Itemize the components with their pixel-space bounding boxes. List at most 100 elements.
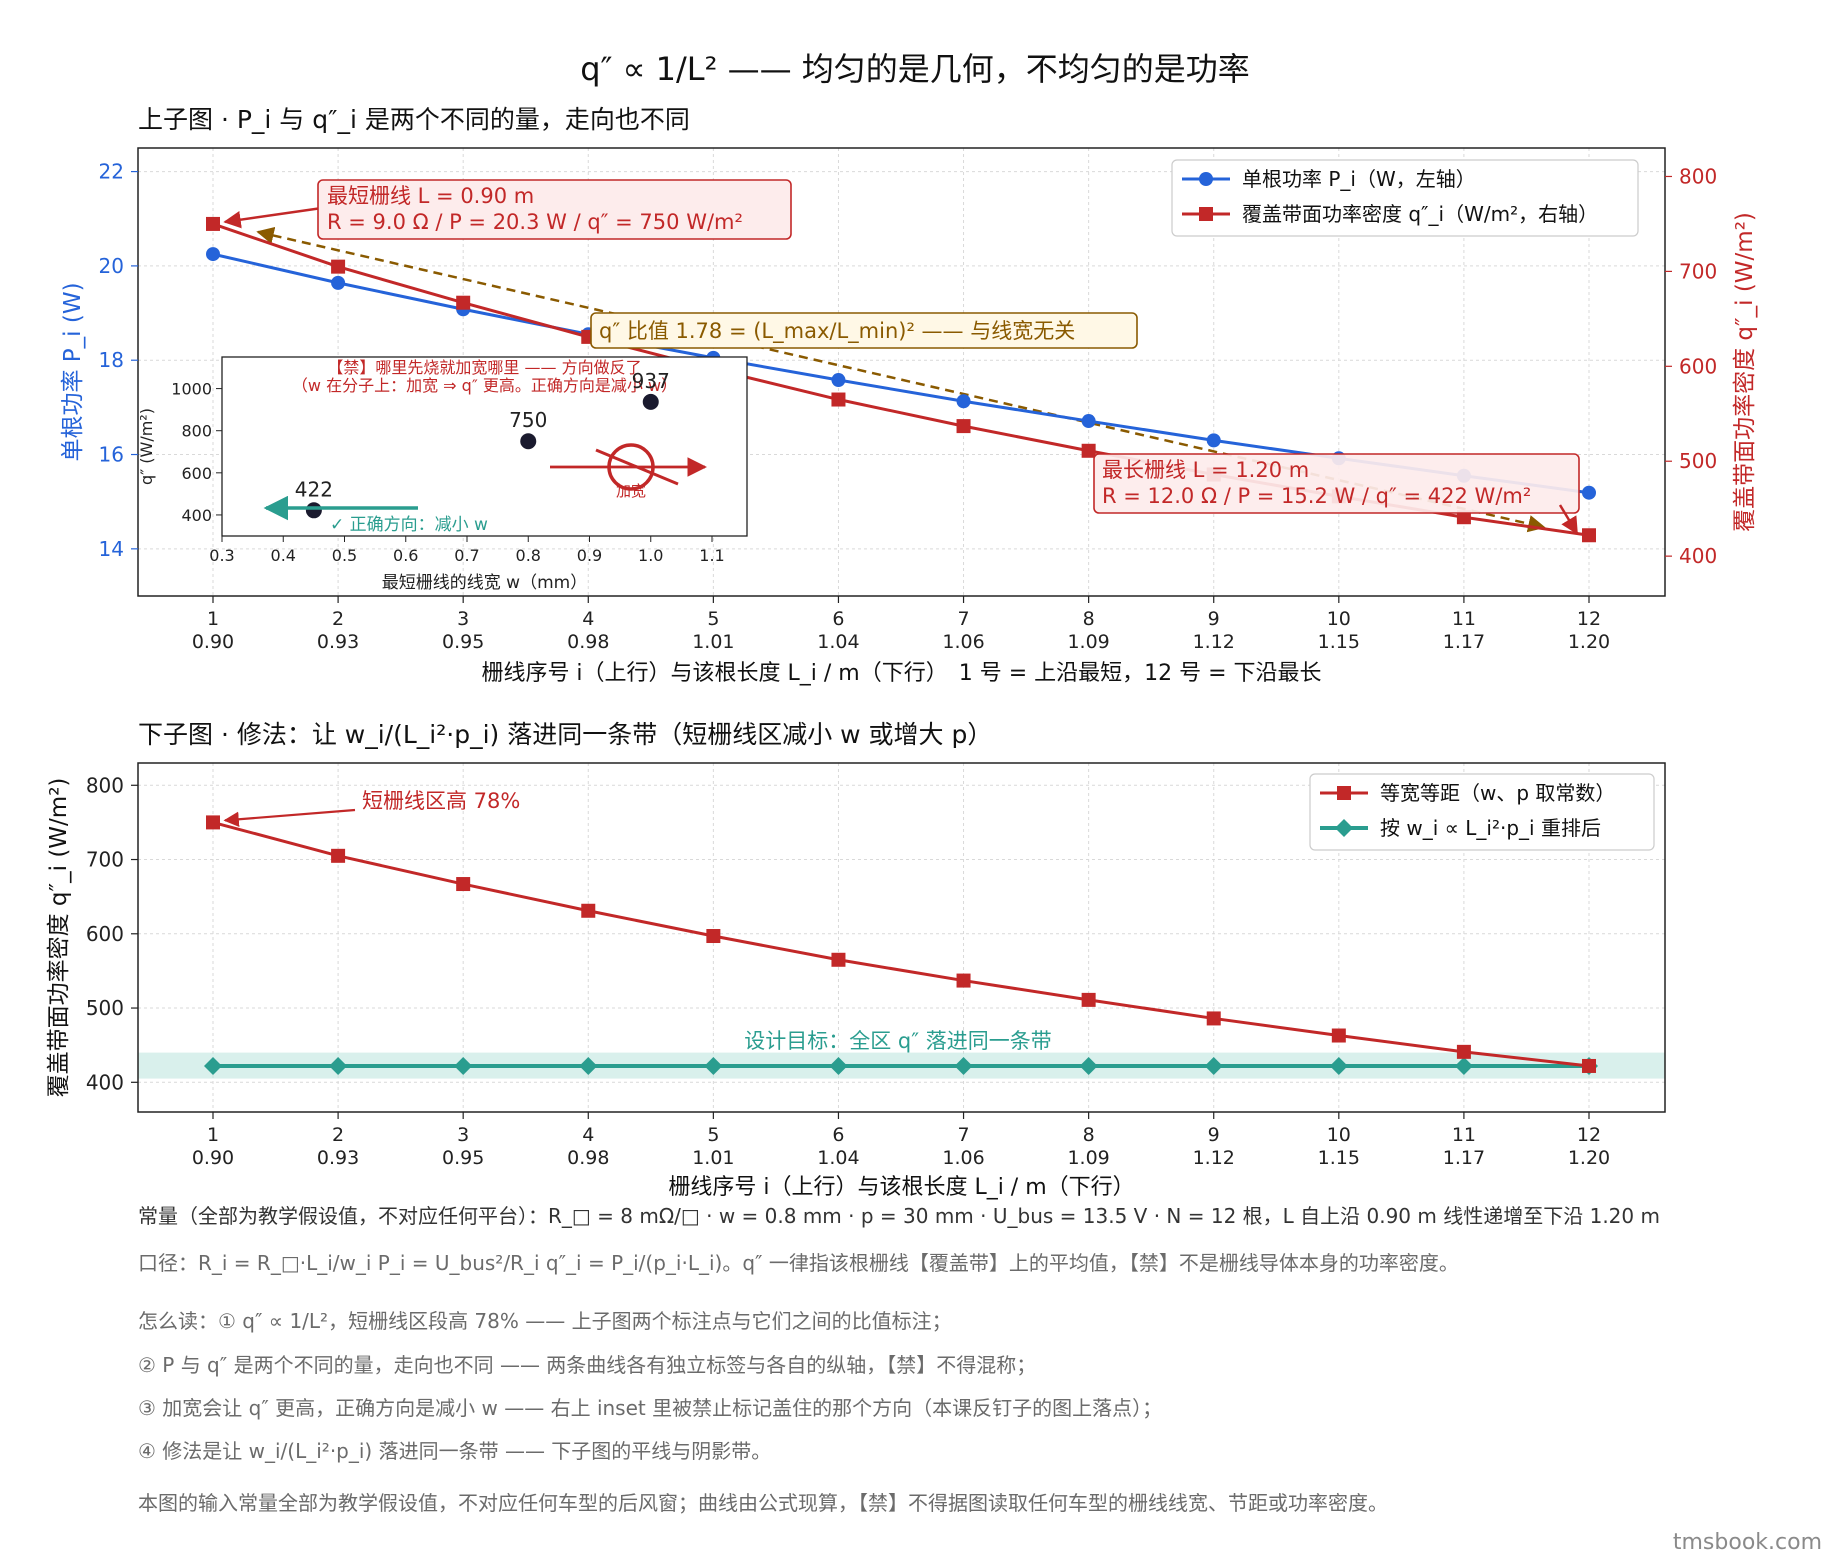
- inset-y-tick-label: 1000: [171, 380, 212, 399]
- bottom-y-axis-label: 覆盖带面功率密度 q″_i (W/m²): [46, 778, 72, 1098]
- bottom-y-tick-label: 500: [86, 996, 124, 1020]
- bottom-plot-frame: [137, 762, 1666, 1113]
- top-x-tick-label: 8: [1083, 608, 1095, 630]
- bottom-x-tick-label: 2: [332, 1124, 344, 1146]
- note-read-3: ③ 加宽会让 q″ 更高，正确方向是减小 w —— 右上 inset 里被禁止标…: [138, 1396, 1163, 1420]
- bottom-x-tick-label: 6: [832, 1124, 844, 1146]
- bottom-x-tick-label: 4: [582, 1124, 594, 1146]
- ratio-annotation-text: q″ 比值 1.78 = (L_max/L_min)² —— 与线宽无关: [599, 319, 1075, 344]
- uniform-series-point: [331, 848, 346, 863]
- top-x-tick-label: 11: [1452, 608, 1476, 630]
- bottom-legend-uniform-marker: [1337, 786, 1351, 800]
- top-x-tick-sublabel: 0.95: [442, 631, 484, 653]
- rearranged-series-point: [829, 1056, 848, 1075]
- density-series-point: [1081, 443, 1096, 458]
- inset-point: [642, 393, 659, 410]
- top-x-tick-sublabel: 1.01: [692, 631, 734, 653]
- forbidden-slash: [595, 448, 679, 486]
- short-annotation-line1: 最短栅线 L = 0.90 m: [327, 184, 534, 208]
- top-x-tick-sublabel: 1.20: [1568, 631, 1610, 653]
- bottom-x-tick-sublabel: 1.12: [1193, 1147, 1235, 1169]
- note-read-4: ④ 修法是让 w_i/(L_i²·p_i) 落进同一条带 —— 下子图的平线与阴…: [138, 1439, 772, 1463]
- power-series-point: [206, 247, 220, 262]
- power-series-point: [831, 373, 846, 388]
- top-x-tick-sublabel: 1.15: [1318, 631, 1360, 653]
- bottom-x-tick-label: 3: [457, 1124, 469, 1146]
- bottom-subtitle: 下子图 · 修法：让 w_i/(L_i²·p_i) 落进同一条带（短栅线区减小 …: [138, 720, 993, 749]
- inset-x-tick-label: 0.9: [577, 546, 602, 565]
- bottom-legend-box: [1309, 773, 1655, 851]
- top-x-tick-sublabel: 1.17: [1443, 631, 1485, 653]
- top-legend-density-marker: [1199, 207, 1213, 221]
- inset-y-axis-label: q″ (W/m²): [137, 408, 156, 485]
- top-x-tick-sublabel: 1.12: [1193, 631, 1235, 653]
- long-annotation-arrow: [1558, 504, 1579, 535]
- rearranged-series-point: [954, 1056, 973, 1075]
- inset-y-tick-label: 400: [181, 506, 212, 525]
- density-series-point: [331, 259, 346, 274]
- top-x-tick-sublabel: 0.93: [317, 631, 359, 653]
- top-plot-frame: [137, 147, 1666, 597]
- top-x-tick-sublabel: 1.06: [942, 631, 984, 653]
- power-series-point: [1582, 485, 1596, 500]
- uniform-series-point: [1206, 1011, 1221, 1026]
- short-annotation-box: [317, 179, 792, 240]
- bottom-x-tick-sublabel: 1.06: [942, 1147, 984, 1169]
- top-legend-power-label: 单根功率 P_i（W，左轴）: [1242, 167, 1476, 191]
- bottom-legend-rearranged-marker: [1335, 819, 1353, 837]
- inset-y-tick-label: 600: [181, 464, 212, 483]
- power-series-point: [1081, 414, 1096, 429]
- note-read-2: ② P 与 q″ 是两个不同的量，走向也不同 —— 两条曲线各有独立标签与各自的…: [138, 1353, 1037, 1377]
- density-series-point: [956, 419, 971, 434]
- uniform-series-point: [956, 973, 971, 988]
- inset-correct-label: ✓ 正确方向：减小 w: [330, 515, 488, 535]
- top-left-y-tick-label: 22: [99, 160, 124, 184]
- power-series-point: [1206, 433, 1221, 448]
- uniform-series-point: [706, 929, 721, 944]
- long-annotation-line1: 最长栅线 L = 1.20 m: [1102, 458, 1309, 482]
- power-series-point: [331, 275, 346, 290]
- short-annotation-arrow: [223, 206, 323, 229]
- rearranged-series-point: [1329, 1056, 1348, 1075]
- bottom-x-tick-label: 5: [707, 1124, 719, 1146]
- ratio-annotation-box: [590, 312, 1138, 349]
- note-constants: 常量（全部为教学假设值，不对应任何平台）：R_□ = 8 mΩ/□ · w = …: [138, 1204, 1660, 1228]
- rearranged-series-point: [454, 1056, 473, 1075]
- top-legend-box: [1171, 159, 1639, 237]
- top-x-tick-label: 6: [832, 608, 844, 630]
- density-series-point: [1582, 528, 1596, 543]
- bottom-x-tick-label: 7: [957, 1124, 969, 1146]
- top-x-tick-sublabel: 0.90: [192, 631, 234, 653]
- bottom-legend-rearranged-label: 按 w_i ∝ L_i²·p_i 重排后: [1380, 816, 1601, 840]
- top-x-tick-sublabel: 1.04: [817, 631, 859, 653]
- inset-point-label: 750: [509, 408, 547, 432]
- uniform-series-point: [1582, 1058, 1596, 1073]
- bottom-x-tick-sublabel: 1.17: [1443, 1147, 1485, 1169]
- bottom-y-tick-label: 700: [86, 848, 124, 872]
- top-left-y-axis-label: 单根功率 P_i (W): [60, 282, 86, 461]
- bottom-x-tick-sublabel: 1.09: [1067, 1147, 1109, 1169]
- rearranged-series-point: [1454, 1056, 1473, 1075]
- long-annotation-line2: R = 12.0 Ω / P = 15.2 W / q″ = 422 W/m²: [1102, 484, 1531, 508]
- density-series-point: [456, 295, 471, 310]
- inset-x-tick-label: 1.1: [699, 546, 724, 565]
- uniform-series-point: [831, 952, 846, 967]
- figure-title: q″ ∝ 1/L² —— 均匀的是几何，不均匀的是功率: [580, 50, 1250, 88]
- brand-watermark: tmsbook.com: [1672, 1530, 1822, 1555]
- top-right-y-tick-label: 700: [1679, 259, 1717, 283]
- top-x-tick-label: 1: [207, 608, 219, 630]
- top-right-y-tick-label: 600: [1679, 354, 1717, 378]
- long-annotation-box: [1093, 453, 1580, 514]
- bottom-y-tick-label: 800: [86, 773, 124, 797]
- inset-point: [520, 433, 537, 450]
- top-x-tick-sublabel: 0.98: [567, 631, 609, 653]
- top-subtitle: 上子图 · P_i 与 q″_i 是两个不同的量，走向也不同: [138, 105, 690, 134]
- top-right-y-tick-label: 400: [1679, 544, 1717, 568]
- inset-title-line2: （w 在分子上：加宽 ⇒ q″ 更高。正确方向是减小 w）: [292, 376, 677, 395]
- bottom-x-tick-sublabel: 1.04: [817, 1147, 859, 1169]
- bottom-x-tick-sublabel: 1.01: [692, 1147, 734, 1169]
- top-x-tick-label: 7: [957, 608, 969, 630]
- rearranged-series-point: [1079, 1056, 1098, 1075]
- inset-x-tick-label: 0.3: [209, 546, 234, 565]
